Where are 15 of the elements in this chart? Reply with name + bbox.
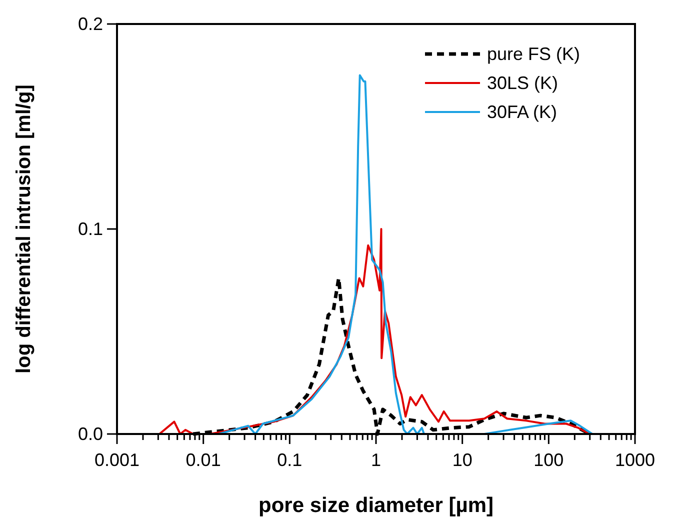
- y-tick-label: 0.2: [78, 14, 103, 34]
- legend-label: pure FS (K): [487, 44, 580, 64]
- y-tick-label: 0.1: [78, 219, 103, 239]
- y-axis-title: log differential intrusion [ml/g]: [13, 84, 35, 374]
- legend-label: 30LS (K): [487, 73, 558, 93]
- x-axis-title: pore size diameter [µm]: [258, 494, 494, 517]
- x-tick-label: 1: [370, 450, 382, 470]
- x-tick-label: 100: [534, 450, 564, 470]
- legend-label: 30FA (K): [487, 102, 558, 122]
- x-tick-label: 0.01: [186, 450, 221, 470]
- y-tick-label: 0.0: [78, 424, 103, 444]
- x-tick-label: 0.001: [94, 450, 140, 470]
- x-tick-label: 10: [452, 450, 472, 470]
- x-tick-label: 0.1: [277, 450, 302, 470]
- x-tick-label: 1000: [614, 450, 656, 470]
